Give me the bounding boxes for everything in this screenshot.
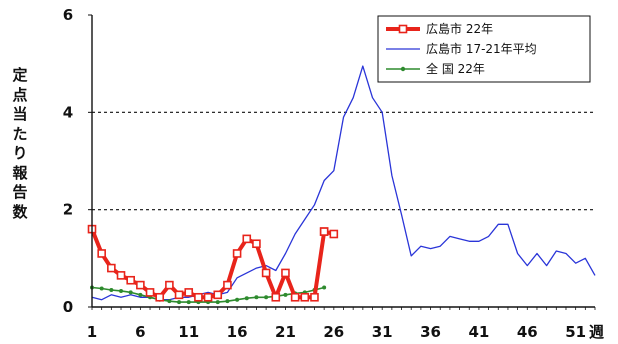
legend-marker bbox=[400, 66, 406, 72]
y-axis-title-char: り bbox=[12, 144, 28, 162]
y-tick-labels: 0 2 4 6 bbox=[63, 6, 92, 316]
data-point-marker bbox=[261, 268, 271, 278]
plot-frame bbox=[91, 15, 595, 308]
data-point-marker bbox=[119, 288, 124, 293]
data-point-marker bbox=[283, 292, 288, 297]
y-axis-title-char: 定 bbox=[12, 66, 28, 84]
data-point-marker bbox=[167, 299, 172, 304]
gridlines bbox=[92, 111, 595, 211]
data-point-marker bbox=[290, 292, 300, 302]
x-tick-label: 31 bbox=[372, 323, 393, 341]
data-point-marker bbox=[322, 285, 327, 290]
data-point-marker bbox=[97, 249, 106, 258]
data-point-marker bbox=[128, 290, 133, 295]
y-tick-label: 4 bbox=[63, 103, 73, 121]
y-axis-title-char: 報 bbox=[12, 163, 28, 182]
y-axis-title-char: 数 bbox=[12, 202, 28, 221]
legend-label: 広島市 17-21年平均 bbox=[426, 41, 537, 56]
x-tick-label: 51 bbox=[565, 323, 586, 341]
x-tick-label: 41 bbox=[468, 323, 489, 341]
y-tick-label: 2 bbox=[63, 201, 73, 219]
data-point-marker bbox=[235, 297, 240, 302]
data-point-marker bbox=[264, 295, 269, 300]
data-point-marker bbox=[174, 290, 184, 300]
data-point-marker bbox=[300, 292, 310, 302]
x-tick-label: 36 bbox=[420, 323, 441, 341]
x-tick-label: 26 bbox=[323, 323, 344, 341]
data-point-marker bbox=[310, 292, 319, 302]
data-point-marker bbox=[194, 292, 203, 302]
data-point-marker bbox=[319, 227, 329, 236]
y-tick-label: 0 bbox=[63, 298, 73, 316]
data-point-marker bbox=[252, 239, 261, 249]
series-lines bbox=[87, 65, 596, 305]
legend-label: 広島市 22年 bbox=[426, 21, 493, 36]
data-point-marker bbox=[126, 275, 135, 285]
series-line bbox=[90, 228, 327, 300]
data-point-marker bbox=[165, 280, 174, 290]
data-point-marker bbox=[184, 288, 194, 297]
y-axis-title-char: 点 bbox=[12, 85, 28, 104]
x-tick-label: 16 bbox=[227, 323, 248, 341]
data-point-marker bbox=[145, 288, 155, 297]
data-point-marker bbox=[244, 296, 249, 301]
data-point-marker bbox=[116, 271, 126, 280]
data-point-marker bbox=[232, 249, 242, 258]
data-point-marker bbox=[271, 292, 281, 302]
data-point-marker bbox=[225, 299, 230, 304]
data-point-marker bbox=[109, 287, 114, 292]
x-tick-label: 46 bbox=[517, 323, 538, 341]
data-point-marker bbox=[215, 300, 220, 305]
x-tick-label: 11 bbox=[178, 323, 199, 341]
data-point-marker bbox=[136, 280, 145, 290]
legend-label: 全 国 22年 bbox=[426, 61, 485, 76]
data-point-marker bbox=[213, 290, 223, 300]
data-point-marker bbox=[223, 280, 232, 290]
x-tick-labels: 1 6 11 16 21 26 31 36 41 46 51 bbox=[87, 307, 596, 341]
y-tick-label: 6 bbox=[63, 6, 73, 24]
data-point-marker bbox=[254, 295, 259, 300]
x-tick-label: 21 bbox=[275, 323, 296, 341]
data-point-marker bbox=[329, 229, 339, 239]
data-point-marker bbox=[242, 234, 252, 244]
data-point-marker bbox=[155, 292, 165, 302]
data-point-marker bbox=[107, 263, 116, 273]
series-line bbox=[91, 65, 596, 301]
data-point-marker bbox=[138, 292, 143, 297]
y-axis-title-char: 告 bbox=[12, 183, 28, 201]
x-tick-label: 6 bbox=[135, 323, 145, 341]
data-point-marker bbox=[281, 268, 290, 278]
legend-marker bbox=[398, 24, 408, 34]
x-axis-unit-label: 週 bbox=[589, 323, 604, 341]
y-axis-title-char: 当 bbox=[12, 105, 28, 123]
y-axis-title-char: た bbox=[12, 124, 28, 143]
y-axis-title: 定点当たり報告数 bbox=[9, 66, 31, 222]
data-point-marker bbox=[186, 300, 191, 305]
x-tick-label: 1 bbox=[87, 323, 97, 341]
data-point-marker bbox=[177, 300, 182, 305]
data-point-marker bbox=[203, 292, 213, 302]
data-point-marker bbox=[99, 286, 104, 291]
